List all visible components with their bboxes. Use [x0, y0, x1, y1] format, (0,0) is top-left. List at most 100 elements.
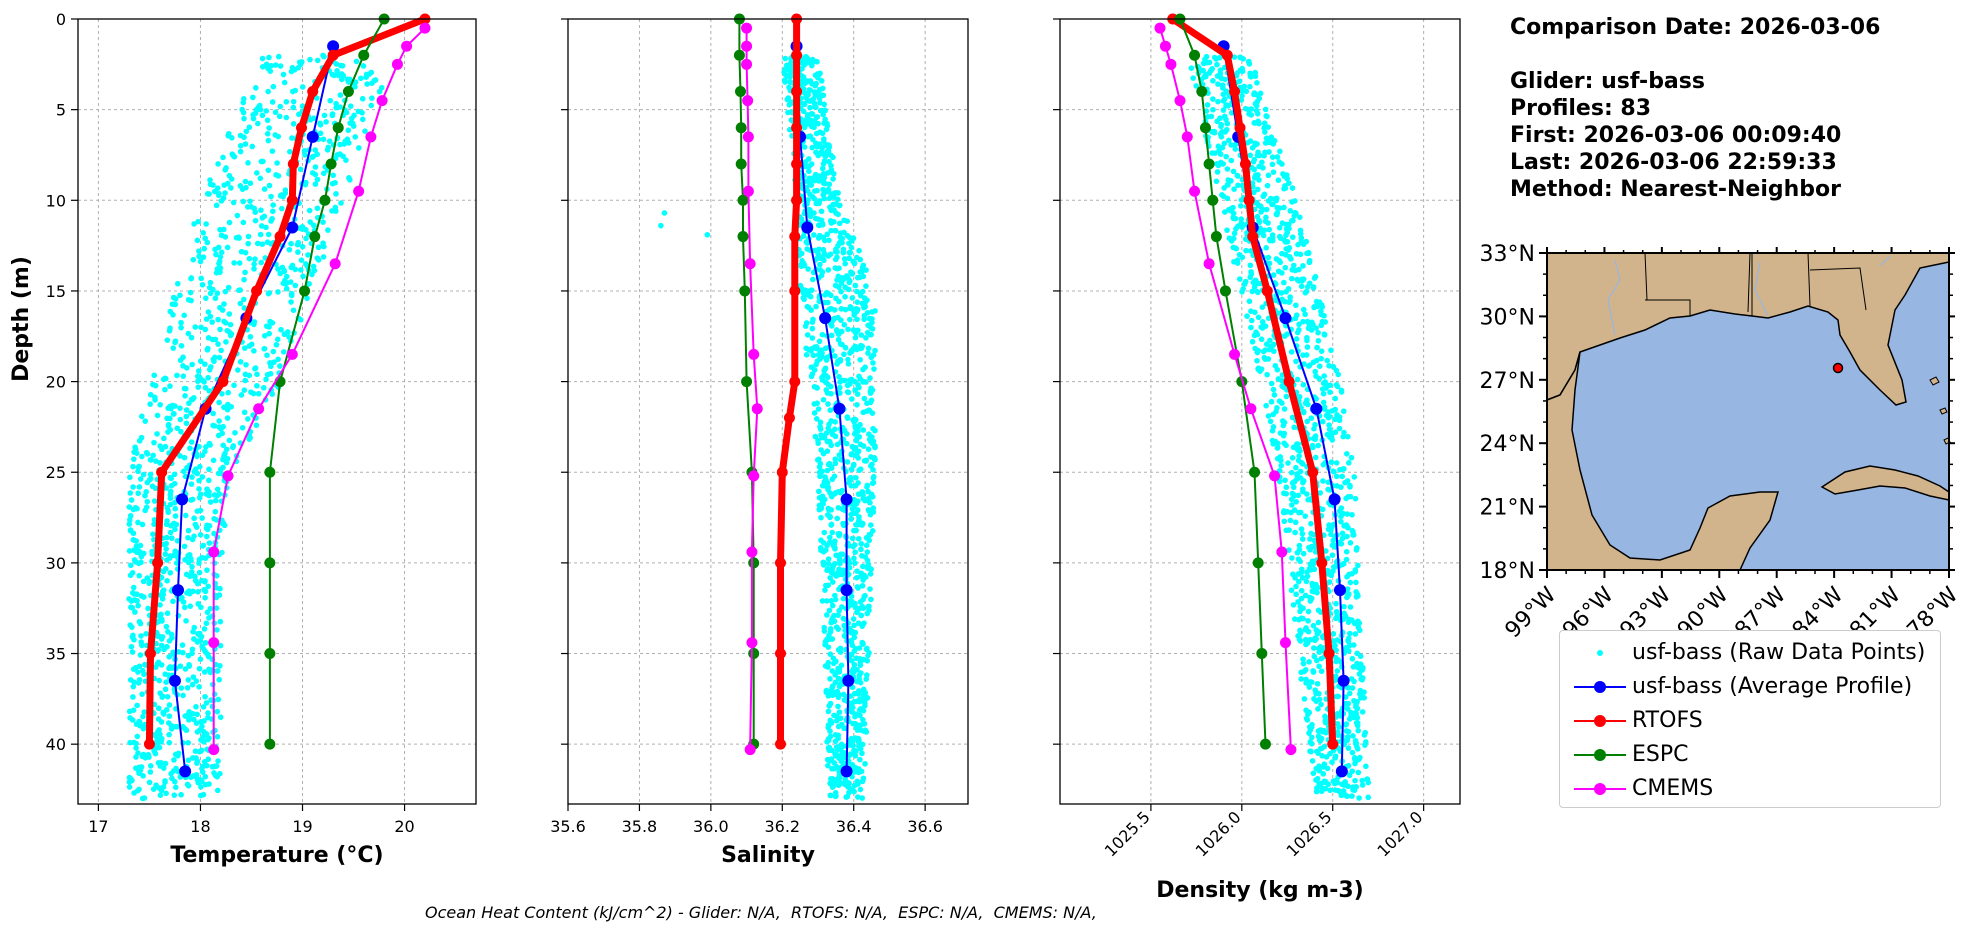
- raw-data-point: [1268, 380, 1275, 387]
- raw-data-point: [1292, 315, 1299, 322]
- raw-data-point: [205, 710, 211, 716]
- raw-data-point: [166, 638, 173, 644]
- raw-data-point: [217, 470, 224, 477]
- raw-data-point: [1345, 494, 1351, 500]
- raw-data-point: [251, 261, 257, 267]
- raw-data-point: [168, 722, 175, 729]
- raw-data-point: [132, 609, 138, 615]
- raw-data-point: [337, 62, 344, 69]
- raw-data-point: [134, 733, 141, 740]
- raw-data-point: [1220, 91, 1227, 98]
- raw-data-point: [261, 345, 268, 352]
- raw-data-point: [1249, 288, 1256, 295]
- series-point-espc: [739, 285, 751, 297]
- raw-data-point: [816, 488, 822, 495]
- raw-data-point: [196, 684, 202, 690]
- raw-data-point: [227, 321, 234, 328]
- raw-data-point: [351, 112, 357, 119]
- raw-data-point: [1332, 429, 1339, 436]
- raw-data-point: [297, 166, 304, 173]
- raw-data-point: [248, 341, 255, 348]
- raw-data-point: [160, 568, 167, 575]
- raw-data-point: [1353, 547, 1360, 553]
- raw-data-point: [1251, 284, 1258, 290]
- raw-data-point: [222, 234, 229, 240]
- raw-data-point: [1305, 249, 1312, 256]
- raw-data-point: [1328, 572, 1335, 579]
- raw-data-point: [246, 124, 253, 131]
- raw-data-point: [1203, 53, 1210, 60]
- raw-data-point: [314, 151, 321, 158]
- raw-data-point: [174, 723, 180, 730]
- raw-data-point: [838, 306, 845, 312]
- raw-data-point: [801, 262, 808, 269]
- raw-data-point: [1274, 204, 1281, 211]
- raw-data-point: [202, 594, 208, 601]
- raw-data-point: [1219, 192, 1225, 198]
- map-lat-label: 33°N: [1480, 242, 1535, 267]
- raw-data-point: [1297, 608, 1303, 615]
- raw-data-point: [258, 207, 264, 213]
- raw-data-point: [823, 289, 830, 296]
- raw-data-point: [258, 223, 265, 229]
- raw-data-point: [332, 179, 338, 186]
- raw-data-point: [834, 441, 841, 448]
- legend-item-rtofs: RTOFS: [1560, 704, 1940, 738]
- raw-data-point: [829, 765, 835, 772]
- series-point-espc: [748, 557, 760, 569]
- raw-data-point: [1254, 152, 1261, 159]
- series-point-rtofs: [295, 122, 307, 134]
- raw-data-point: [274, 160, 280, 166]
- raw-data-point: [1298, 595, 1305, 602]
- raw-data-point: [1296, 542, 1303, 549]
- raw-data-point: [1223, 126, 1230, 133]
- raw-data-point: [863, 646, 870, 653]
- raw-data-point: [1236, 251, 1243, 258]
- raw-data-point: [198, 718, 204, 725]
- raw-data-point: [868, 354, 875, 361]
- raw-data-point: [1262, 140, 1269, 146]
- raw-data-point: [860, 563, 866, 570]
- raw-data-point: [1273, 256, 1280, 262]
- raw-data-point: [1245, 106, 1252, 113]
- raw-data-point: [164, 337, 171, 343]
- raw-data-point: [1305, 618, 1311, 624]
- raw-data-point: [1203, 108, 1210, 114]
- raw-data-point: [197, 491, 204, 498]
- raw-data-point: [1298, 526, 1305, 532]
- raw-data-point: [163, 707, 170, 713]
- raw-data-point: [841, 351, 847, 358]
- raw-data-point: [1300, 381, 1307, 388]
- series-point-rtofs: [789, 376, 801, 388]
- raw-data-point: [1312, 454, 1319, 461]
- raw-data-point: [172, 505, 179, 512]
- raw-data-point: [1218, 134, 1225, 140]
- gulf-of-mexico-map: 33°N30°N27°N24°N21°N18°N99°W96°W93°W90°W…: [1480, 242, 1964, 643]
- raw-data-point: [1347, 484, 1353, 490]
- raw-data-point: [228, 403, 234, 410]
- raw-data-point: [821, 624, 828, 631]
- raw-data-point: [198, 784, 204, 790]
- raw-data-point: [1254, 349, 1261, 356]
- raw-data-point: [1344, 511, 1351, 517]
- raw-data-point: [816, 464, 823, 470]
- raw-data-point: [214, 627, 220, 633]
- raw-data-point: [867, 331, 874, 338]
- raw-data-point: [212, 497, 219, 504]
- raw-data-point: [854, 274, 861, 281]
- raw-data-point: [214, 185, 221, 191]
- raw-data-point: [1340, 788, 1347, 794]
- raw-data-point: [172, 778, 178, 785]
- raw-data-point: [362, 128, 368, 134]
- raw-data-point: [137, 542, 144, 549]
- legend-swatch-rtofs: [1574, 715, 1626, 727]
- raw-data-point: [299, 103, 306, 109]
- series-point-cmems: [1285, 744, 1297, 756]
- raw-data-point: [1350, 733, 1356, 739]
- raw-data-point: [864, 657, 871, 664]
- axes-frame: [77, 18, 477, 805]
- raw-data-point: [825, 644, 832, 650]
- raw-data-point: [195, 601, 202, 607]
- raw-data-point: [831, 491, 838, 497]
- raw-data-point: [830, 579, 836, 585]
